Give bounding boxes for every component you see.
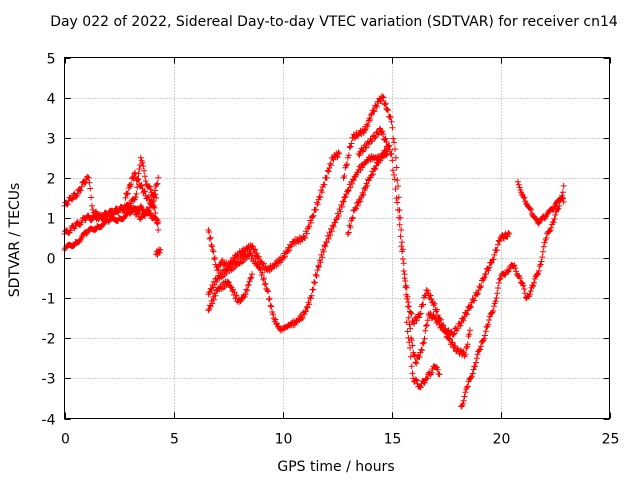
series-trace-f [205, 149, 343, 274]
series-trace-l [403, 319, 443, 391]
series-trace-g [205, 150, 391, 334]
y-tick-label: 0 [47, 252, 56, 268]
data-marks [153, 246, 164, 258]
y-tick-label: 3 [47, 132, 56, 148]
y-tick-label: 1 [47, 212, 56, 228]
y-tick-label: -2 [42, 332, 56, 348]
x-tick-label: 0 [61, 432, 70, 448]
x-tick-label: 25 [602, 432, 620, 448]
x-tick-labels: 0 5 10 15 20 25 [61, 432, 619, 448]
y-tick-label: -4 [42, 413, 56, 429]
y-tick-label: 5 [47, 52, 56, 68]
y-tick-label: 2 [47, 172, 56, 188]
y-tick-labels: -4 -3 -2 -1 0 1 2 3 4 5 [42, 52, 56, 429]
plot-area [61, 93, 567, 410]
series-trace-k [355, 125, 513, 367]
y-axis-label: SDTVAR / TECUs [7, 183, 23, 298]
series-trace-e [153, 246, 164, 258]
y-tick-label: -1 [42, 292, 56, 308]
x-tick-label: 15 [384, 432, 402, 448]
data-marks [514, 178, 567, 227]
y-tick-label: 4 [47, 92, 56, 108]
series-trace-m [458, 182, 567, 410]
data-marks [355, 125, 513, 367]
chart-title: Day 022 of 2022, Sidereal Day-to-day VTE… [50, 14, 618, 30]
data-marks [458, 182, 567, 410]
y-tick-label: -3 [42, 372, 56, 388]
data-marks [403, 319, 443, 391]
plot-frame [64, 57, 610, 419]
data-marks [205, 271, 255, 314]
x-tick-label: 20 [493, 432, 511, 448]
data-marks [205, 149, 343, 274]
series-trace-i [344, 142, 393, 237]
x-tick-label: 10 [275, 432, 293, 448]
x-axis-label: GPS time / hours [277, 459, 394, 475]
series-trace-n [514, 178, 567, 227]
axis-ticks [64, 57, 611, 420]
series-trace-d [122, 169, 162, 233]
data-marks [205, 150, 391, 334]
data-marks [122, 169, 162, 233]
x-tick-label: 5 [170, 432, 179, 448]
data-marks [344, 142, 393, 237]
series-trace-h [205, 271, 255, 314]
